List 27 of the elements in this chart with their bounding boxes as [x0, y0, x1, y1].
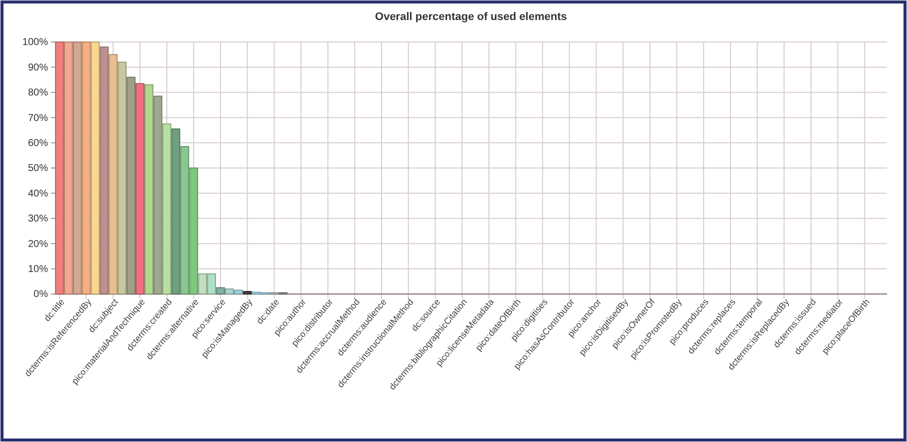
bar: [126, 76, 136, 294]
bar: [144, 84, 154, 294]
chart-title: Overall percentage of used elements: [375, 11, 567, 23]
y-tick-label: 100%: [22, 37, 48, 48]
bar: [136, 83, 144, 294]
bar: [82, 42, 91, 294]
y-tick-label: 20%: [28, 238, 48, 250]
bar: [108, 54, 118, 294]
y-tick-label: 40%: [28, 188, 48, 200]
y-tick-label: 60%: [28, 138, 48, 149]
bar: [118, 62, 127, 294]
y-tick-label: 10%: [28, 264, 48, 275]
bar: [72, 42, 82, 294]
bar: [90, 42, 100, 294]
bar: [242, 290, 252, 294]
y-tick-label: 50%: [28, 163, 48, 174]
bar: [100, 46, 109, 294]
y-tick-label: 80%: [28, 88, 48, 99]
y-tick-label: 70%: [28, 112, 48, 124]
bar: [55, 42, 64, 294]
bar: [64, 42, 73, 294]
y-tick-label: 0%: [34, 289, 48, 300]
bar: [171, 128, 180, 294]
y-tick-label: 90%: [28, 62, 48, 74]
y-tick-label: 30%: [28, 214, 48, 225]
bar: [153, 96, 162, 294]
bar: [162, 123, 172, 294]
